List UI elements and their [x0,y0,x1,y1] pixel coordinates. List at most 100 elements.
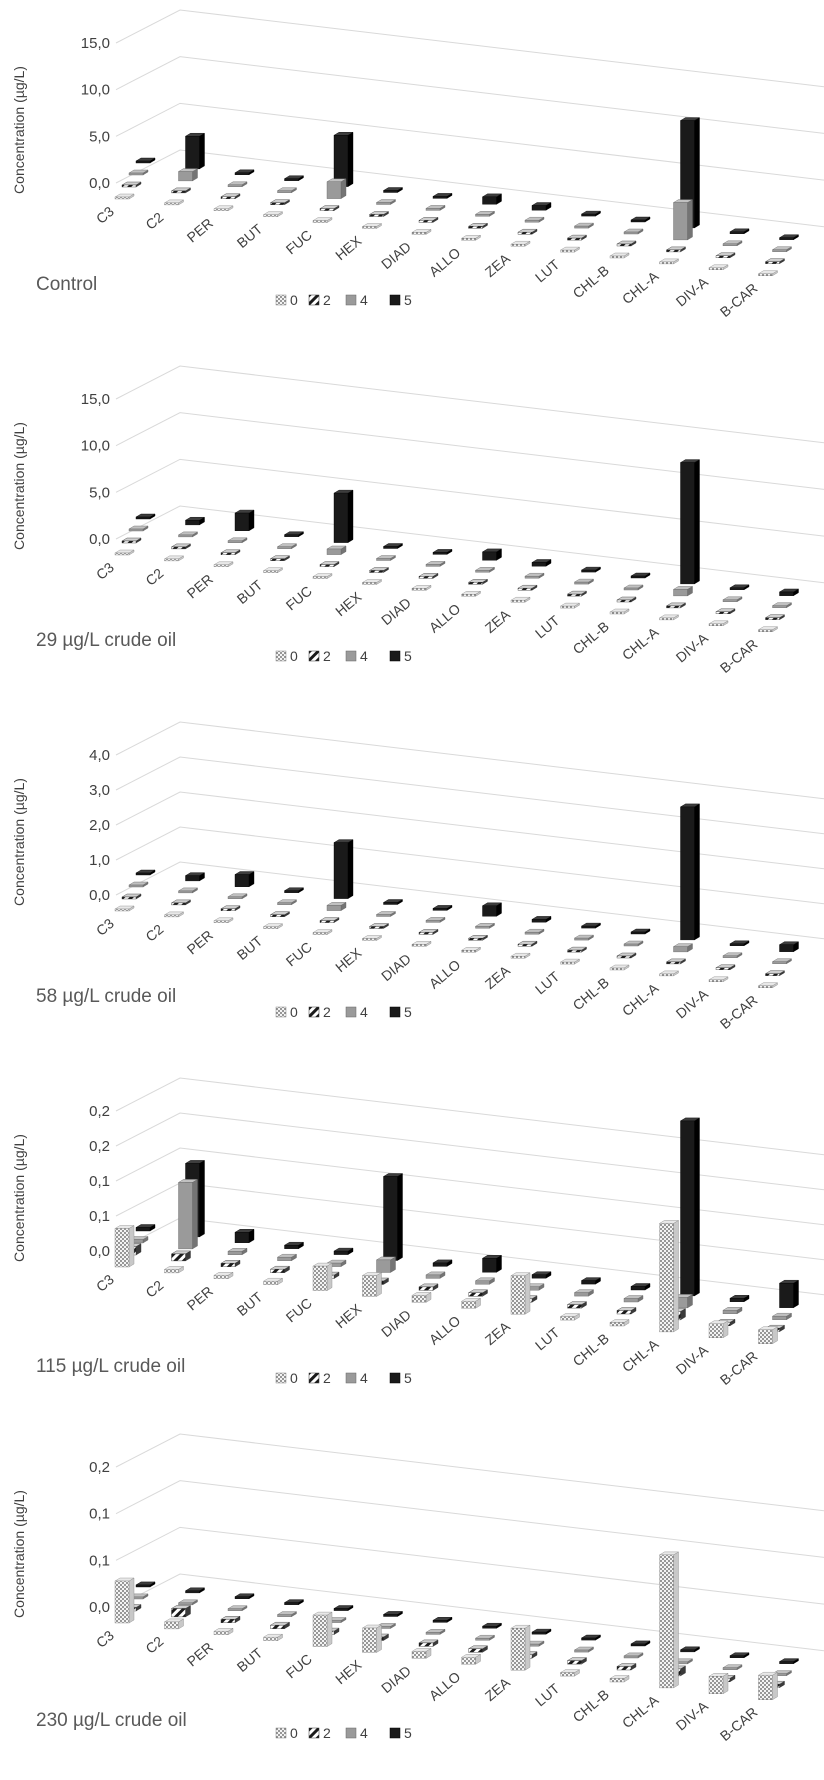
y-tick-label: 2,0 [89,817,110,834]
bar-0-HEX [361,935,383,941]
bar-0-ZEA [510,952,531,959]
bar-4-DIV-A [722,1306,743,1315]
bar-front [234,874,250,887]
bar-front [673,202,688,241]
bar-2-DIAD [418,217,439,223]
bar-side [673,1220,679,1333]
bar-front [425,920,441,923]
bar-2-LUT [566,1301,588,1309]
bar-front [425,564,441,567]
bar-front [418,1642,434,1647]
bar-front [277,902,292,905]
bar-4-DIAD [425,1628,446,1635]
bar-side [347,489,354,543]
bar-0-CHL-A [658,1551,680,1689]
bar-front [758,629,773,632]
legend-swatch [275,294,287,306]
bar-front [213,208,229,212]
bar-side [340,178,347,199]
bar-front [270,202,285,205]
category-label: HEX [332,944,365,975]
category-label: PER [184,927,216,958]
legend-label: 0 [290,292,298,308]
bar-2-CHL-B [616,596,637,603]
bar-front [178,1182,193,1250]
category-label: CHL-B [569,1330,611,1369]
category-label: DIAD [378,1306,414,1340]
bar-0-HEX [361,1624,383,1653]
gridline [115,721,824,800]
bar-5-HEX [382,899,404,905]
bar-front [659,1554,674,1689]
bar-front [220,1263,236,1268]
bar-front [560,249,575,253]
bar-2-BUT [269,1621,291,1630]
bar-side [376,1272,382,1297]
bar-front [185,1590,200,1594]
bar-front [510,1627,526,1671]
category-label: LUT [532,1324,563,1354]
bar-front [581,569,596,573]
bar-4-ALLO [474,922,496,929]
chart-panel-0: 0,0 5,0 10,0 15,0 C3 C2 PER BUT FUC HEX DIAD ALLO ZE… [11,9,824,320]
bar-front [185,520,200,526]
bar-front [722,1667,738,1670]
bar-2-DIAD [418,929,439,935]
bar-2-DIAD [418,573,439,579]
bar-front [114,1228,130,1268]
bar-4-DIV-A [722,596,743,603]
bar-front [135,872,151,876]
bar-side [199,1160,205,1238]
bar-front [574,1292,589,1297]
bar-front [623,587,639,591]
bar-front [263,926,278,929]
bar-4-C2 [177,887,199,894]
bar-0-DIAD [411,229,432,235]
bar-2-B-CAR [764,970,786,977]
bar-front [213,1631,229,1636]
bar-front [468,1648,483,1653]
bar-side [326,1262,333,1291]
bar-5-DIAD [432,1616,453,1623]
bar-4-C2 [177,168,199,182]
bar-front [227,896,243,899]
bar-0-LUT [559,1669,581,1677]
bar-2-DIV-A [715,252,736,259]
bar-side [687,199,693,241]
bar-front [213,564,229,567]
category-label: C2 [142,1633,166,1657]
bar-front [581,1280,596,1285]
legend-label: 4 [360,1004,368,1020]
bar-2-PER [220,1615,241,1624]
bar-4-FUC [326,901,347,911]
legend-label: 2 [323,1725,331,1741]
bar-front [623,1655,639,1659]
bar-4-BUT [276,1611,298,1618]
legend-label: 4 [360,1725,368,1741]
category-label: CHL-A [619,1336,662,1376]
bar-5-PER [234,169,255,176]
bar-0-DIV-A [708,1672,729,1695]
bar-front [461,594,476,597]
bar-side [199,132,205,170]
bar-0-DIAD [411,941,432,947]
category-label: LUT [532,968,563,998]
bar-5-CHL-B [630,572,651,579]
bar-front [510,243,526,247]
category-label: ALLO [426,600,464,635]
bar-front [121,540,137,544]
bar-0-DIAD [411,585,432,591]
legend-swatch [389,294,401,306]
bar-0-C2 [163,1266,185,1274]
bar-2-LUT [566,946,588,953]
legend-entry-0: 0 [275,292,298,308]
bar-5-C3 [135,157,156,164]
bar-front [510,600,526,603]
gridline [115,756,824,835]
bar-5-HEX [382,543,404,549]
category-label: CHL-A [619,1692,662,1732]
bar-2-PER [220,1259,241,1268]
category-label: FUC [283,1651,315,1682]
bar-front [531,919,547,923]
bar-front [121,184,137,188]
